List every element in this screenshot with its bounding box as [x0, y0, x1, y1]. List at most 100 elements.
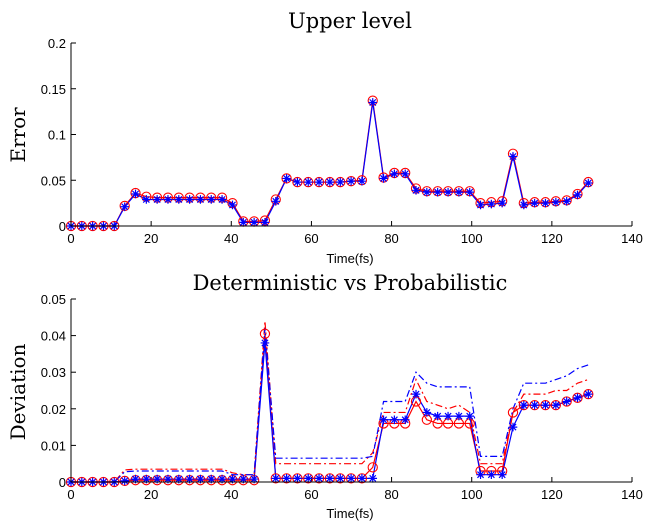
- data-point: [368, 474, 378, 483]
- chart-title: Upper level: [288, 9, 412, 33]
- data-point: [131, 189, 140, 199]
- data-point: [196, 474, 205, 484]
- data-point: [476, 200, 485, 210]
- data-point: [518, 399, 529, 411]
- data-point: [259, 328, 271, 339]
- data-point: [335, 177, 345, 187]
- data-point: [487, 470, 496, 479]
- data-point: [228, 200, 237, 210]
- data-point: [390, 415, 399, 425]
- data-point: [357, 176, 367, 186]
- data-point: [540, 399, 551, 411]
- axes: [70, 43, 632, 227]
- x-tick-label: 80: [384, 231, 398, 246]
- data-point: [368, 98, 378, 107]
- data-point: [562, 196, 571, 206]
- upper-level-chart: Upper level Error Time(fs) 0 20 40 60 80 100 1…: [6, 9, 643, 266]
- series-line-3: [71, 328, 589, 483]
- data-point: [433, 411, 442, 421]
- data-point: [206, 474, 216, 484]
- data-point: [152, 474, 162, 484]
- data-point: [346, 474, 356, 483]
- series-markers: [65, 328, 594, 488]
- data-point: [541, 400, 550, 410]
- data-point: [325, 474, 335, 483]
- data-point: [487, 199, 496, 209]
- data-point: [497, 470, 507, 479]
- x-tick-label: 80: [384, 487, 398, 502]
- x-tick-label: 120: [541, 487, 563, 502]
- data-point: [152, 195, 162, 204]
- series-lines: [71, 100, 589, 227]
- data-point: [174, 474, 184, 484]
- data-point: [271, 474, 281, 483]
- data-point: [379, 415, 388, 425]
- axis-ticks: 0 20 40 60 80 100 120 140 0 0.05 0.1 0.15 0.2: [41, 36, 643, 246]
- data-point: [282, 174, 291, 183]
- data-point: [260, 218, 270, 227]
- data-point: [270, 473, 281, 484]
- y-tick-label: 0.05: [41, 173, 66, 188]
- y-axis-label: Error: [6, 107, 30, 163]
- y-tick-label: 0.04: [41, 329, 66, 344]
- data-point: [443, 411, 453, 421]
- data-point: [293, 474, 302, 483]
- data-point: [163, 474, 173, 484]
- data-point: [572, 392, 583, 403]
- y-tick-label: 0.03: [41, 365, 66, 380]
- data-point: [508, 152, 518, 161]
- data-point: [422, 408, 432, 417]
- y-tick-label: 0.1: [48, 128, 66, 143]
- data-point: [465, 187, 475, 197]
- data-point: [120, 202, 129, 212]
- x-tick-label: 60: [304, 231, 318, 246]
- x-tick-label: 100: [461, 231, 483, 246]
- data-point: [454, 187, 464, 197]
- data-point: [282, 474, 291, 483]
- data-point: [411, 389, 421, 399]
- data-point: [281, 473, 292, 484]
- data-point: [390, 169, 399, 179]
- series-line-1: [71, 342, 589, 483]
- data-point: [335, 176, 346, 188]
- data-point: [541, 198, 550, 208]
- x-tick-label: 140: [621, 487, 643, 502]
- data-point: [583, 389, 594, 400]
- x-axis-label: Time(fs): [326, 251, 373, 266]
- data-point: [529, 399, 540, 411]
- data-point: [303, 474, 313, 483]
- data-point: [508, 422, 518, 432]
- y-tick-label: 0.05: [41, 292, 66, 307]
- x-tick-label: 120: [541, 231, 563, 246]
- data-point: [303, 473, 314, 484]
- series-markers: [65, 95, 594, 232]
- data-point: [400, 415, 410, 425]
- data-point: [249, 474, 259, 484]
- data-point: [119, 475, 130, 487]
- series-line-1: [71, 102, 589, 227]
- series-lines: [71, 320, 589, 483]
- series-line-0: [71, 100, 589, 227]
- data-point: [271, 196, 281, 206]
- data-point: [174, 195, 184, 204]
- x-axis-label: Time(fs): [326, 506, 373, 521]
- data-point: [345, 176, 357, 187]
- data-point: [357, 474, 367, 483]
- data-point: [335, 474, 345, 483]
- data-point: [530, 400, 539, 410]
- data-point: [185, 474, 194, 484]
- data-point: [239, 218, 248, 227]
- data-point: [313, 473, 325, 484]
- data-point: [292, 176, 303, 188]
- data-point: [573, 190, 582, 200]
- x-tick-label: 140: [621, 231, 643, 246]
- data-point: [443, 187, 453, 197]
- data-point: [206, 195, 216, 204]
- data-point: [142, 474, 151, 484]
- y-tick-label: 0.01: [41, 438, 66, 453]
- data-point: [314, 177, 324, 187]
- data-point: [131, 474, 140, 484]
- y-tick-label: 0.02: [41, 402, 66, 417]
- data-point: [400, 169, 410, 179]
